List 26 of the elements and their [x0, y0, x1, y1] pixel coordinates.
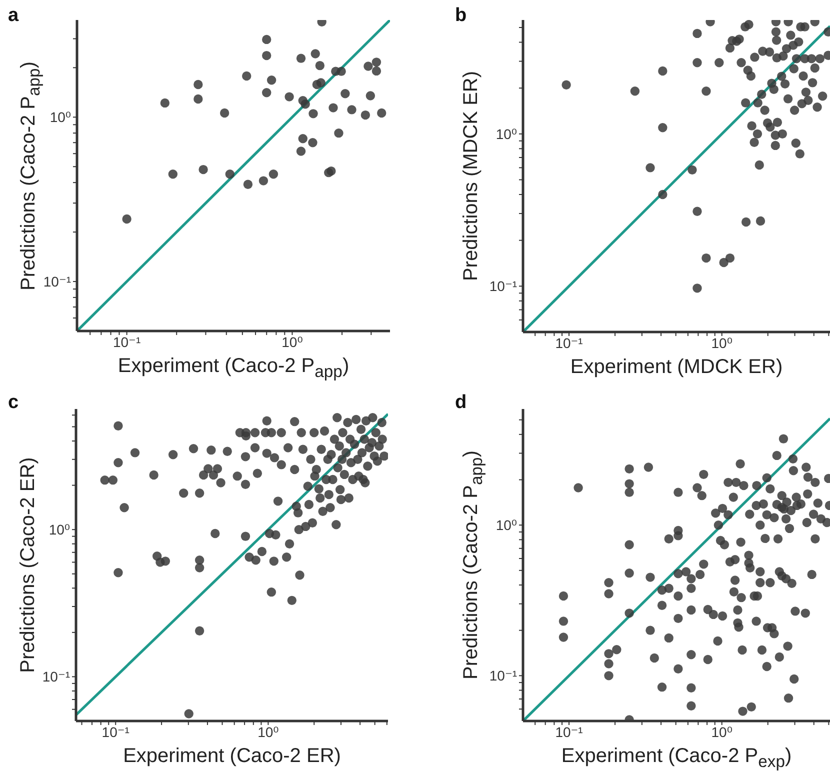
- y-tick-label: 10⁻¹: [43, 273, 72, 290]
- x-axis-title: Experiment (Caco-2 P$_{app}$): [116, 355, 350, 382]
- x-axis-title: Experiment (Caco-2 ER): [122, 745, 342, 768]
- x-tick-label: 10⁰: [711, 724, 733, 740]
- y-tick-label: 10⁰: [496, 126, 518, 142]
- x-tick-label: 10⁻¹: [112, 334, 141, 350]
- y-axis-title: Predictions (MDCK ER): [460, 70, 482, 282]
- chart-title: a: [8, 5, 19, 27]
- chart-title: d: [455, 392, 467, 414]
- x-tick-label: 10⁰: [711, 334, 733, 351]
- chart-title: c: [8, 392, 19, 414]
- x-tick-label: 10⁰: [258, 724, 280, 740]
- y-axis-title: Predictions (Caco-2 ER): [17, 456, 40, 675]
- y-tick-label: 10⁰: [48, 522, 70, 538]
- y-tick-label: 10⁰: [50, 109, 72, 126]
- x-axis-title: Experiment (MDCK ER): [569, 356, 784, 379]
- x-tick-label: 10⁻¹: [555, 724, 584, 740]
- x-tick-label: 10⁰: [282, 334, 304, 350]
- x-axis-title: Experiment (Caco-2 P$_{exp}$): [560, 745, 793, 772]
- x-tick-label: 10⁻¹: [555, 334, 584, 351]
- y-tick-label: 10⁻¹: [42, 668, 70, 685]
- y-tick-label: 10⁰: [496, 517, 518, 534]
- y-tick-label: 10⁻¹: [489, 278, 518, 294]
- y-tick-label: 10⁻¹: [489, 668, 518, 684]
- chart-title: b: [455, 5, 467, 27]
- x-tick-label: 10⁻¹: [102, 724, 130, 740]
